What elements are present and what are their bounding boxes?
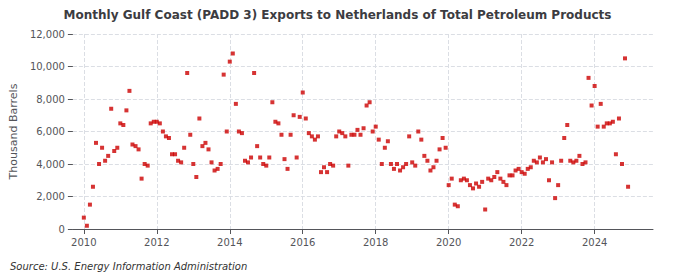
svg-text:Thousand Barrels: Thousand Barrels [7, 83, 20, 180]
svg-text:4,000: 4,000 [36, 159, 65, 170]
svg-text:2014: 2014 [217, 237, 242, 248]
svg-text:2024: 2024 [582, 237, 607, 248]
svg-text:2020: 2020 [436, 237, 461, 248]
svg-text:2018: 2018 [363, 237, 388, 248]
svg-text:12,000: 12,000 [30, 29, 65, 40]
svg-text:2016: 2016 [290, 237, 315, 248]
svg-text:2,000: 2,000 [36, 191, 65, 202]
svg-text:Source: U.S. Energy Informatio: Source: U.S. Energy Information Administ… [10, 261, 247, 272]
svg-text:6,000: 6,000 [36, 126, 65, 137]
svg-text:Monthly Gulf Coast (PADD 3) Ex: Monthly Gulf Coast (PADD 3) Exports to N… [64, 8, 612, 22]
svg-text:0: 0 [59, 224, 65, 235]
svg-text:2022: 2022 [509, 237, 534, 248]
svg-text:2012: 2012 [144, 237, 169, 248]
svg-text:10,000: 10,000 [30, 61, 65, 72]
svg-text:8,000: 8,000 [36, 94, 65, 105]
svg-text:2010: 2010 [71, 237, 96, 248]
